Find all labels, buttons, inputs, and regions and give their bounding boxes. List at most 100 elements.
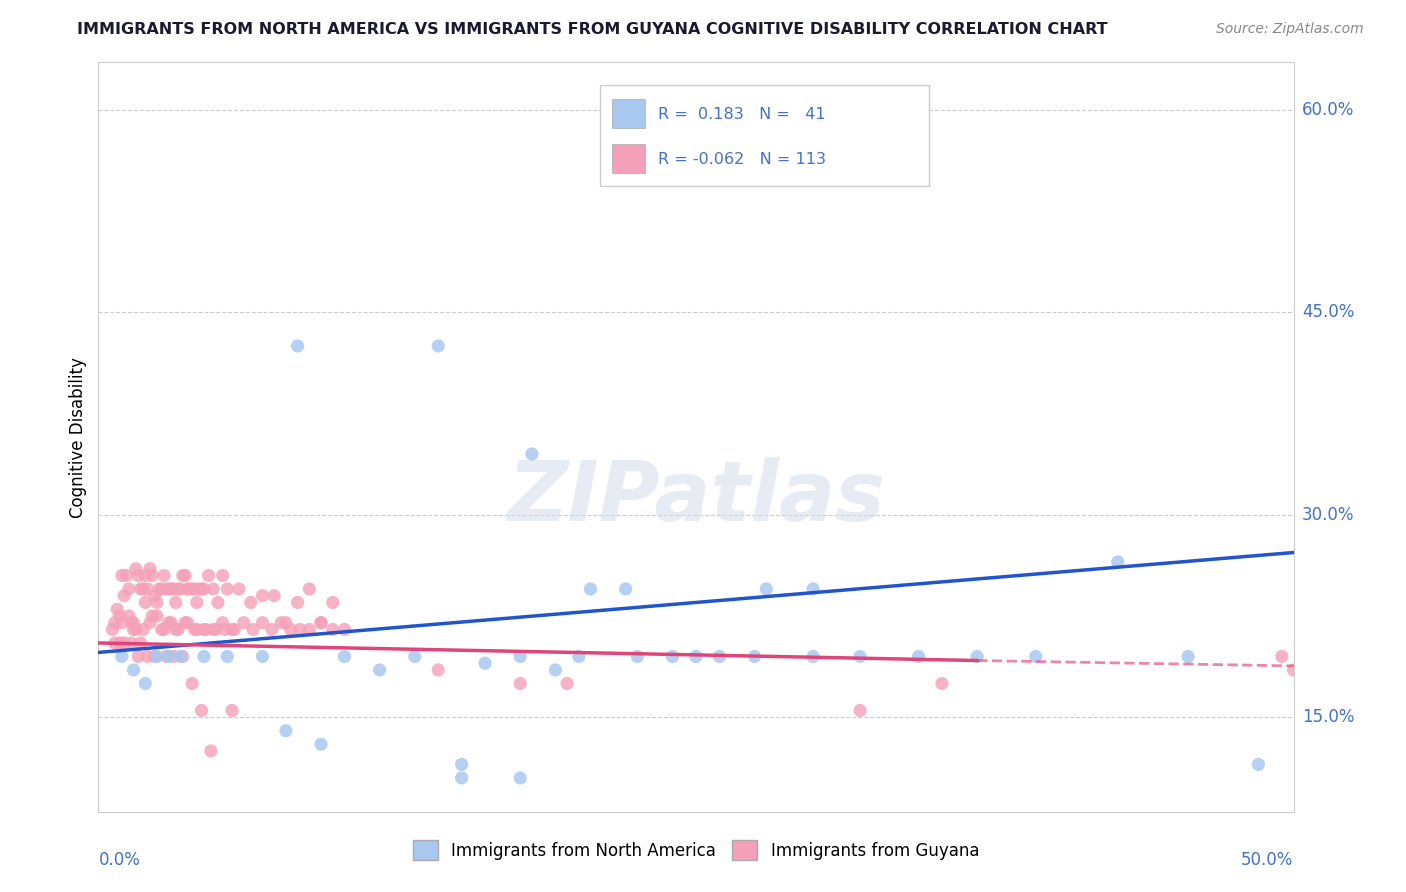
Point [136, 582, 159, 596]
Point [122, 663, 145, 677]
Point [801, 649, 824, 664]
Point [190, 703, 212, 717]
Point [172, 568, 194, 582]
Point [204, 623, 226, 637]
Point [252, 615, 274, 630]
Point [134, 568, 156, 582]
Point [115, 568, 138, 582]
Point [143, 649, 166, 664]
Point [134, 595, 156, 609]
Point [1025, 649, 1047, 664]
Point [129, 636, 152, 650]
Point [136, 649, 159, 664]
Point [153, 568, 176, 582]
Point [211, 568, 233, 582]
Point [322, 595, 344, 609]
Text: 60.0%: 60.0% [1302, 101, 1354, 119]
Point [160, 582, 183, 596]
Point [849, 649, 872, 664]
Point [108, 636, 131, 650]
Point [228, 582, 250, 596]
Point [146, 595, 169, 609]
Point [120, 636, 142, 650]
Point [555, 676, 578, 690]
Point [626, 649, 648, 664]
Point [146, 649, 169, 664]
Text: 45.0%: 45.0% [1302, 303, 1354, 321]
Point [157, 615, 180, 630]
Point [132, 623, 155, 637]
Point [139, 562, 162, 576]
Point [122, 623, 145, 637]
Point [322, 623, 344, 637]
Point [427, 663, 450, 677]
Point [125, 623, 148, 637]
Point [1247, 757, 1270, 772]
Point [111, 615, 134, 630]
Point [112, 589, 135, 603]
Point [309, 615, 332, 630]
Point [143, 589, 166, 603]
Point [181, 582, 204, 596]
Point [162, 649, 184, 664]
Point [165, 595, 187, 609]
Point [755, 582, 778, 596]
Point [288, 623, 311, 637]
Point [298, 582, 321, 596]
Point [186, 623, 208, 637]
Point [176, 582, 198, 596]
Point [165, 623, 187, 637]
Point [139, 615, 162, 630]
Point [190, 582, 212, 596]
Point [966, 649, 988, 664]
Point [450, 771, 472, 785]
Point [104, 615, 127, 630]
Point [155, 649, 177, 664]
Point [183, 623, 205, 637]
Point [157, 582, 180, 596]
Point [111, 649, 134, 664]
Point [450, 757, 472, 772]
Point [520, 447, 543, 461]
Point [186, 595, 208, 609]
Point [174, 615, 197, 630]
Text: IMMIGRANTS FROM NORTH AMERICA VS IMMIGRANTS FROM GUYANA COGNITIVE DISABILITY COR: IMMIGRANTS FROM NORTH AMERICA VS IMMIGRA… [77, 22, 1108, 37]
Point [118, 582, 141, 596]
Point [1177, 649, 1199, 664]
FancyBboxPatch shape [613, 99, 644, 128]
Point [193, 623, 215, 637]
Point [162, 582, 184, 596]
Text: 50.0%: 50.0% [1241, 851, 1294, 869]
Point [404, 649, 426, 664]
Point [193, 582, 215, 596]
Point [333, 623, 356, 637]
Point [183, 582, 205, 596]
Point [709, 649, 731, 664]
Point [252, 589, 274, 603]
Point [174, 568, 197, 582]
Legend: Immigrants from North America, Immigrants from Guyana: Immigrants from North America, Immigrant… [406, 833, 986, 867]
Point [181, 676, 204, 690]
Point [801, 582, 824, 596]
Point [270, 615, 292, 630]
Point [744, 649, 766, 664]
Point [309, 615, 332, 630]
Point [427, 339, 450, 353]
Point [224, 623, 246, 637]
Text: ZIPatlas: ZIPatlas [508, 457, 884, 538]
Point [221, 623, 243, 637]
Point [661, 649, 683, 664]
Point [568, 649, 591, 664]
Point [112, 636, 135, 650]
Point [169, 582, 191, 596]
Point [509, 649, 531, 664]
Point [172, 649, 194, 664]
Point [167, 623, 190, 637]
Point [509, 771, 531, 785]
Point [122, 615, 145, 630]
Point [280, 623, 302, 637]
Point [207, 595, 229, 609]
Point [148, 582, 170, 596]
Point [509, 676, 531, 690]
Point [120, 615, 142, 630]
